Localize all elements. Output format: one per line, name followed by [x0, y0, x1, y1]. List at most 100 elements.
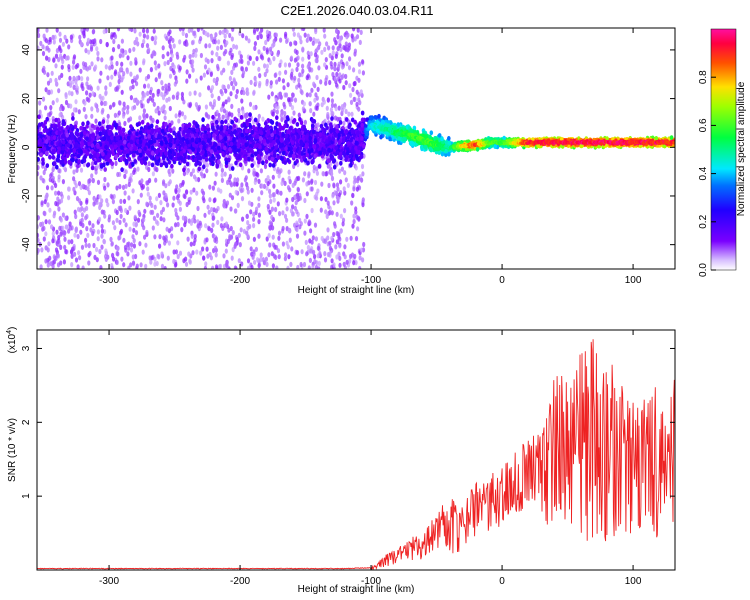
heatmap-cell: [144, 242, 148, 248]
heatmap-cell: [67, 239, 71, 245]
heatmap-cell: [238, 50, 242, 56]
heatmap-cell: [142, 38, 146, 45]
heatmap-cell: [360, 177, 364, 183]
heatmap-cell: [159, 200, 163, 206]
heatmap-cell: [182, 171, 186, 177]
heatmap-cell: [221, 101, 226, 107]
heatmap-cell: [329, 169, 333, 175]
heatmap-cell: [160, 106, 164, 113]
heatmap-cell: [324, 77, 328, 83]
heatmap-cell: [140, 42, 145, 49]
heatmap-cell: [188, 149, 193, 155]
heatmap-cell: [250, 187, 254, 193]
heatmap-cell: [275, 265, 279, 269]
heatmap-cell: [265, 49, 269, 55]
heatmap-cell: [252, 236, 256, 242]
heatmap-cell: [161, 206, 165, 212]
heatmap-cell: [177, 187, 181, 193]
heatmap-cell: [285, 240, 289, 246]
heatmap-cell: [289, 55, 294, 61]
heatmap-cell: [84, 242, 88, 248]
heatmap-cell: [327, 182, 331, 189]
heatmap-cell: [293, 40, 297, 46]
heatmap-cell: [86, 37, 90, 43]
heatmap-cell: [241, 216, 245, 222]
heatmap-cell: [128, 205, 132, 211]
heatmap-cell: [356, 215, 361, 221]
heatmap-cell: [64, 249, 68, 255]
heatmap-cell: [210, 227, 214, 233]
heatmap-cell: [289, 118, 293, 124]
heatmap-cell: [186, 236, 190, 242]
heatmap-cell: [194, 52, 198, 58]
heatmap-cell: [297, 82, 301, 88]
heatmap-cell: [60, 72, 64, 78]
heatmap-cell: [236, 202, 240, 208]
heatmap-cell: [229, 91, 233, 97]
heatmap-cell: [342, 84, 346, 91]
heatmap-cell: [219, 107, 224, 113]
heatmap-cell: [88, 153, 93, 159]
heatmap-cell: [183, 114, 187, 120]
heatmap-cell: [61, 58, 65, 65]
heatmap-cell: [268, 162, 273, 168]
heatmap-cell: [297, 175, 301, 181]
heatmap-cell: [326, 97, 330, 103]
heatmap-cell: [135, 263, 139, 269]
heatmap-cell: [163, 109, 167, 115]
heatmap-cell: [268, 220, 272, 226]
heatmap-cell: [265, 81, 269, 87]
heatmap-cell: [208, 184, 212, 190]
heatmap-cell: [81, 85, 85, 92]
heatmap-cell: [310, 87, 314, 93]
heatmap-cell: [207, 226, 211, 232]
heatmap-cell: [239, 227, 243, 233]
heatmap-cell: [100, 244, 104, 250]
heatmap-cell: [100, 223, 104, 229]
heatmap-cell: [85, 90, 89, 96]
heatmap-cell: [104, 248, 108, 254]
heatmap-cell: [57, 234, 61, 240]
heatmap-cell: [343, 254, 347, 260]
heatmap-cell: [180, 227, 184, 233]
heatmap-cell: [352, 213, 356, 219]
heatmap-cell: [218, 56, 222, 62]
heatmap-cell: [100, 228, 104, 234]
heatmap-cell: [214, 119, 219, 125]
heatmap-cell: [111, 199, 115, 205]
heatmap-cell: [254, 246, 258, 252]
heatmap-cell: [84, 48, 88, 54]
heatmap-cell: [253, 259, 257, 265]
heatmap-cell: [283, 62, 287, 68]
heatmap-cell: [350, 111, 354, 117]
heatmap-cell: [61, 105, 65, 111]
heatmap-cell: [330, 175, 335, 182]
heatmap-cell: [37, 114, 41, 120]
heatmap-cell: [228, 75, 232, 81]
heatmap-cell: [94, 64, 98, 70]
heatmap-cell: [59, 191, 63, 197]
heatmap-cell: [227, 97, 231, 103]
heatmap-cell: [335, 71, 339, 77]
heatmap-cell: [134, 230, 139, 236]
heatmap-cell: [54, 63, 58, 69]
heatmap-cell: [187, 199, 191, 205]
heatmap-cell: [307, 54, 311, 60]
heatmap-cell: [247, 38, 251, 44]
heatmap-cell: [232, 65, 236, 71]
heatmap-cell: [132, 243, 136, 249]
heatmap-cell: [45, 163, 50, 169]
heatmap-cell: [155, 260, 159, 267]
heatmap-cell: [127, 181, 131, 188]
heatmap-cell: [85, 226, 89, 232]
heatmap-cell: [80, 244, 85, 250]
heatmap-cell: [136, 166, 140, 172]
heatmap-cell: [102, 29, 106, 35]
heatmap-cell: [308, 101, 312, 107]
heatmap-cell: [313, 179, 318, 186]
heatmap-cell: [334, 106, 338, 112]
heatmap-cell: [334, 53, 338, 59]
heatmap-cell: [174, 249, 178, 255]
heatmap-cell: [219, 44, 223, 51]
heatmap-cell: [160, 251, 164, 257]
